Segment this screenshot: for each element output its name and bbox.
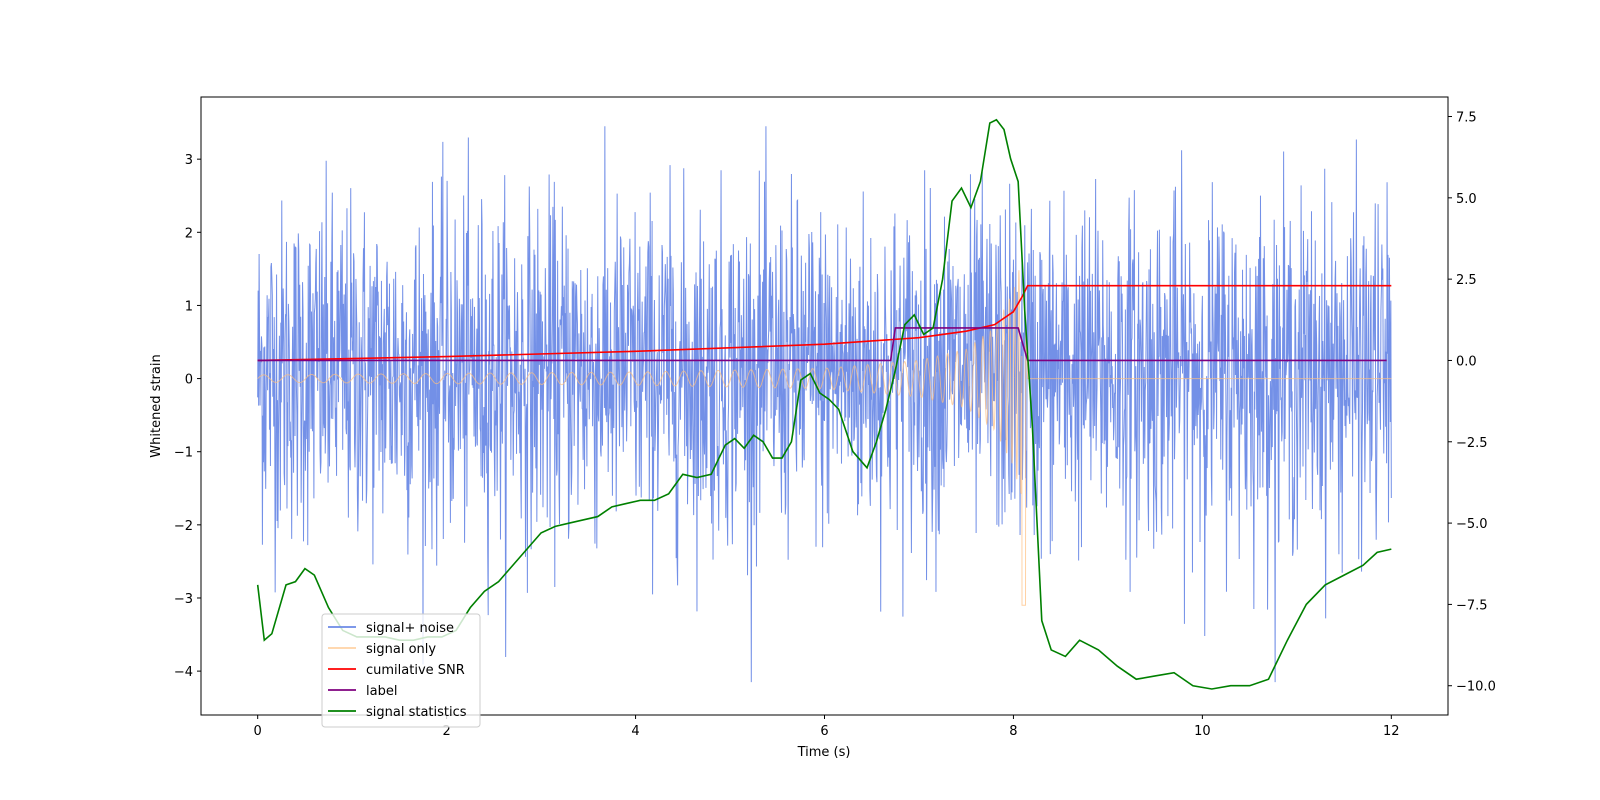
legend: signal+ noise signal only cumilative SNR la… [321, 613, 481, 728]
x-tick-label: 0 [254, 724, 262, 739]
y-tick-label: −1 [174, 446, 193, 461]
x-tick-label: 6 [820, 724, 828, 739]
axis-layer: 0 2 4 6 8 10 12−4−3−2−10123−10.0−7.5−5.0−2.50.… [174, 111, 1496, 739]
legend-label: signal only [366, 642, 436, 657]
y-tick-label: 3 [185, 153, 193, 168]
y2-tick-label: −10.0 [1456, 680, 1496, 695]
y2-tick-label: 5.0 [1456, 192, 1477, 207]
series-layer [256, 118, 1392, 690]
y2-tick-label: −5.0 [1456, 517, 1488, 532]
legend-label: label [366, 684, 397, 699]
y2-tick-label: 2.5 [1456, 273, 1477, 288]
series-signal-noise [257, 126, 1392, 683]
legend-label: signal+ noise [366, 621, 454, 636]
y-tick-label: −3 [174, 592, 193, 607]
y-tick-label: 0 [185, 373, 193, 388]
series-signal-only [257, 270, 1392, 606]
y2-tick-label: 7.5 [1456, 111, 1477, 126]
y-tick-label: 1 [185, 299, 193, 314]
legend-label: signal statistics [366, 705, 467, 720]
y2-tick-label: −7.5 [1456, 598, 1488, 613]
y2-tick-label: 0.0 [1456, 354, 1477, 369]
y2-tick-label: −2.5 [1456, 436, 1488, 451]
y-axis-label: Whitened strain [149, 354, 164, 457]
x-axis-label: Time (s) [797, 745, 851, 760]
x-tick-label: 2 [442, 724, 450, 739]
legend-box [321, 613, 481, 728]
legend-label: cumilative SNR [366, 663, 465, 678]
series-label [257, 327, 1387, 362]
y-tick-label: −2 [174, 519, 193, 534]
y-tick-label: 2 [185, 226, 193, 241]
x-tick-label: 8 [1009, 724, 1017, 739]
x-tick-label: 4 [631, 724, 639, 739]
x-tick-label: 12 [1383, 724, 1400, 739]
x-tick-label: 10 [1194, 724, 1211, 739]
y-tick-label: −4 [174, 665, 193, 680]
